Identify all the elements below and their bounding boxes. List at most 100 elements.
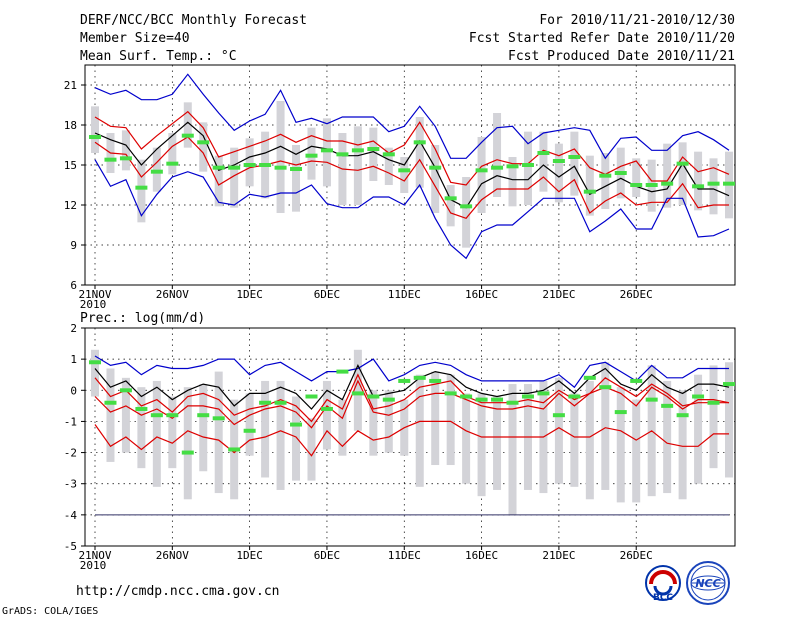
- spread-box: [601, 362, 610, 490]
- spread-box: [137, 159, 146, 223]
- y-tick-label: -4: [64, 509, 78, 522]
- y-tick-label: -1: [64, 415, 77, 428]
- series-line-upper: [94, 373, 729, 423]
- spread-box: [338, 399, 347, 456]
- spread-box: [307, 418, 316, 481]
- observed-marker: [336, 152, 349, 157]
- variable-label: Mean Surf. Temp.: °C: [80, 49, 237, 64]
- series-line-max: [94, 355, 729, 389]
- observed-marker: [336, 369, 349, 374]
- observed-marker: [320, 148, 333, 153]
- observed-marker: [645, 397, 658, 402]
- y-tick-label: 12: [64, 199, 77, 212]
- observed-marker: [460, 204, 473, 209]
- observed-marker: [243, 163, 256, 167]
- spread-box: [431, 145, 440, 213]
- y-tick-label: 9: [70, 239, 77, 252]
- observed-marker: [119, 388, 132, 393]
- spread-box: [152, 380, 161, 487]
- spread-box: [678, 390, 687, 500]
- observed-marker: [413, 375, 426, 380]
- observed-marker: [429, 165, 442, 170]
- spread-box: [261, 380, 270, 478]
- forecast-period: For 2010/11/21-2010/12/30: [539, 13, 735, 28]
- observed-marker: [491, 165, 504, 170]
- observed-marker: [305, 153, 318, 158]
- spread-box: [477, 393, 486, 497]
- chart-title: DERF/NCC/BCC Monthly Forecast: [80, 13, 307, 28]
- observed-marker: [552, 159, 565, 163]
- observed-marker: [537, 391, 550, 396]
- observed-marker: [89, 135, 101, 139]
- ncc-logo: NCC: [686, 561, 730, 605]
- x-tick-label: 16DEC: [465, 288, 498, 301]
- observed-marker: [119, 156, 132, 161]
- plot-frame: [84, 64, 736, 286]
- observed-marker: [429, 378, 442, 383]
- observed-marker: [692, 394, 705, 399]
- observed-marker: [212, 165, 225, 170]
- observed-marker: [367, 147, 380, 151]
- observed-marker: [305, 394, 318, 399]
- observed-marker: [630, 183, 643, 187]
- spread-box: [462, 393, 471, 484]
- spread-box: [214, 155, 223, 207]
- spread-box: [725, 362, 733, 478]
- observed-marker: [723, 382, 735, 387]
- observed-marker: [274, 165, 287, 170]
- observed-marker: [475, 168, 488, 173]
- spread-box: [91, 106, 99, 153]
- member-size-label: Member Size=40: [80, 31, 190, 46]
- observed-marker: [661, 181, 674, 186]
- spread-box: [446, 374, 455, 466]
- spread-box: [106, 368, 115, 462]
- observed-marker: [707, 400, 720, 405]
- series-line-mean: [94, 121, 730, 209]
- spread-box: [585, 155, 594, 216]
- grads-credit: GrADS: COLA/IGES: [2, 606, 98, 617]
- series-line-min: [94, 420, 729, 457]
- spread-box: [694, 151, 703, 211]
- spread-box: [199, 122, 208, 172]
- y-tick-label: -5: [64, 540, 77, 553]
- observed-marker: [181, 450, 194, 455]
- observed-marker: [552, 413, 565, 418]
- bcc-logo: BCC: [645, 565, 681, 603]
- spread-box: [168, 396, 177, 469]
- observed-marker: [135, 406, 148, 411]
- observed-marker: [568, 155, 581, 159]
- observed-marker: [181, 133, 194, 138]
- observed-marker: [444, 391, 457, 396]
- observed-marker: [166, 161, 179, 166]
- spread-box: [292, 145, 301, 212]
- observed-marker: [290, 167, 303, 171]
- observed-marker: [351, 391, 364, 396]
- observed-marker: [228, 447, 241, 452]
- spread-box: [493, 396, 502, 490]
- observed-marker: [583, 189, 596, 194]
- observed-marker: [197, 140, 210, 145]
- observed-marker: [398, 378, 411, 383]
- spread-box: [369, 127, 378, 181]
- observed-marker: [135, 185, 148, 190]
- observed-marker: [398, 168, 411, 173]
- observed-marker: [475, 397, 488, 402]
- source-url[interactable]: http://cmdp.ncc.cma.gov.cn: [76, 584, 280, 599]
- spread-box: [245, 393, 254, 456]
- spread-box: [663, 143, 672, 208]
- series-line-mean: [94, 363, 730, 410]
- spread-box: [322, 380, 331, 450]
- spread-box: [678, 142, 687, 205]
- spread-box: [554, 143, 563, 203]
- x-tick-label: 21NOV: [78, 549, 111, 562]
- observed-marker: [707, 181, 720, 186]
- spread-box: [353, 349, 362, 431]
- observed-marker: [89, 360, 101, 365]
- observed-marker: [259, 163, 272, 167]
- x-tick-label: 1DEC: [236, 549, 263, 562]
- y-tick-label: 21: [64, 79, 77, 92]
- spread-box: [276, 380, 285, 490]
- observed-marker: [521, 394, 534, 399]
- precipitation-title: Prec.: log(mm/d): [80, 311, 205, 326]
